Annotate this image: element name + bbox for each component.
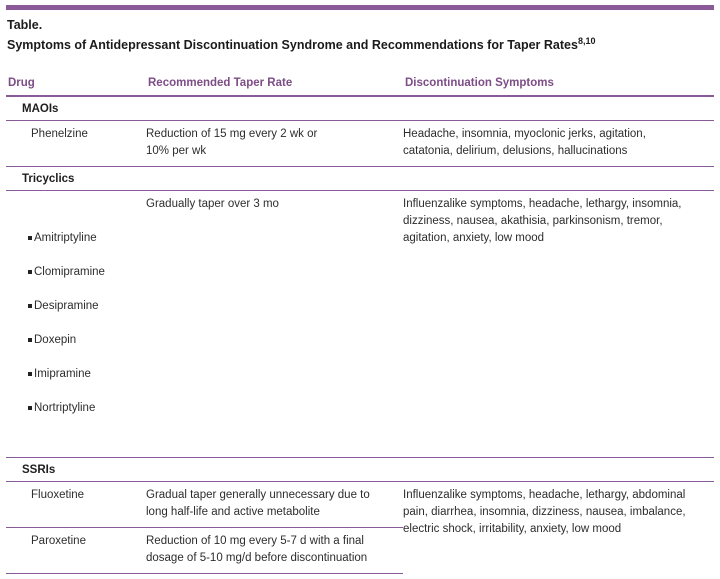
table-row-phenelzine: Phenelzine Reduction of 15 mg every 2 wk…	[6, 121, 714, 166]
taper-rate-cell: Reduction of 10 mg every 5-7 d with a fi…	[146, 535, 368, 565]
table-row-tricyclics: Amitriptyline Clomipramine Desipramine D…	[6, 191, 714, 457]
drug-name: Paroxetine	[31, 535, 86, 548]
drug-name: Fluoxetine	[31, 489, 85, 502]
drug-name: Phenelzine	[31, 128, 88, 141]
drug-list-cell: Amitriptyline Clomipramine Desipramine D…	[6, 196, 146, 451]
list-item: Doxepin	[28, 332, 146, 349]
bullet-square-icon	[28, 235, 32, 240]
drug-name: Desipramine	[34, 300, 99, 313]
section-header-ssris: SSRIs	[6, 458, 714, 483]
drug-name: Imipramine	[34, 368, 91, 381]
section-header-tricyclics: Tricyclics	[6, 167, 714, 192]
bullet-square-icon	[28, 337, 32, 342]
bullet-square-icon	[28, 269, 32, 274]
drug-name: Clomipramine	[34, 266, 105, 279]
list-item: Desipramine	[28, 298, 146, 315]
list-item: Amitriptyline	[28, 230, 146, 247]
section-body-ssris: Fluoxetine Gradual taper generally unnec…	[6, 482, 714, 579]
taper-rate-cell: Reduction of 15 mg every 2 wk or 10% per…	[146, 128, 318, 158]
table-row-paroxetine: Paroxetine Reduction of 10 mg every 5-7 …	[6, 528, 403, 575]
symptoms-cell: Headache, insomnia, myoclonic jerks, agi…	[403, 128, 646, 158]
title-block: Table. Symptoms of Antidepressant Discon…	[7, 17, 713, 53]
table-title-text: Symptoms of Antidepressant Discontinuati…	[7, 38, 578, 53]
bullet-square-icon	[28, 371, 32, 376]
bullet-square-icon	[28, 405, 32, 410]
section-body-tricyclics: Amitriptyline Clomipramine Desipramine D…	[6, 191, 714, 459]
taper-rate-cell: Gradual taper generally unnecessary due …	[146, 489, 370, 519]
section-header-maois: MAOIs	[6, 97, 714, 122]
taper-rate-cell: Gradually taper over 3 mo	[146, 198, 279, 211]
table-row-sertraline: Sertraline Reduction of 50 mg every 5-7 …	[6, 574, 403, 579]
table-row-fluoxetine: Fluoxetine Gradual taper generally unnec…	[6, 482, 403, 529]
ssri-symptoms-column: Influenzalike symptoms, headache, lethar…	[403, 482, 714, 579]
tricyclic-drug-list: Amitriptyline Clomipramine Desipramine D…	[6, 213, 146, 434]
ssri-subrows: Fluoxetine Gradual taper generally unnec…	[6, 482, 403, 579]
column-header-taper: Recommended Taper Rate	[148, 77, 293, 90]
bullet-square-icon	[28, 303, 32, 308]
reference-superscript: 8,10	[577, 36, 596, 46]
section-body-maois: Phenelzine Reduction of 15 mg every 2 wk…	[6, 121, 714, 168]
list-item: Imipramine	[28, 366, 146, 383]
drug-name: Nortriptyline	[34, 402, 96, 415]
top-accent-rule	[6, 5, 714, 10]
column-header-symptoms: Discontinuation Symptoms	[405, 77, 554, 90]
symptoms-cell: Influenzalike symptoms, headache, lethar…	[403, 489, 686, 536]
drug-name: Doxepin	[34, 334, 77, 347]
table-label: Table.	[7, 18, 43, 32]
symptoms-cell: Influenzalike symptoms, headache, lethar…	[403, 198, 682, 245]
column-header-drug: Drug	[8, 77, 35, 90]
list-item: Nortriptyline	[28, 400, 146, 417]
column-header-row: Drug Recommended Taper Rate Discontinuat…	[6, 76, 714, 98]
list-item: Clomipramine	[28, 264, 146, 281]
drug-name: Amitriptyline	[34, 232, 97, 245]
table-title: Symptoms of Antidepressant Discontinuati…	[7, 33, 713, 53]
